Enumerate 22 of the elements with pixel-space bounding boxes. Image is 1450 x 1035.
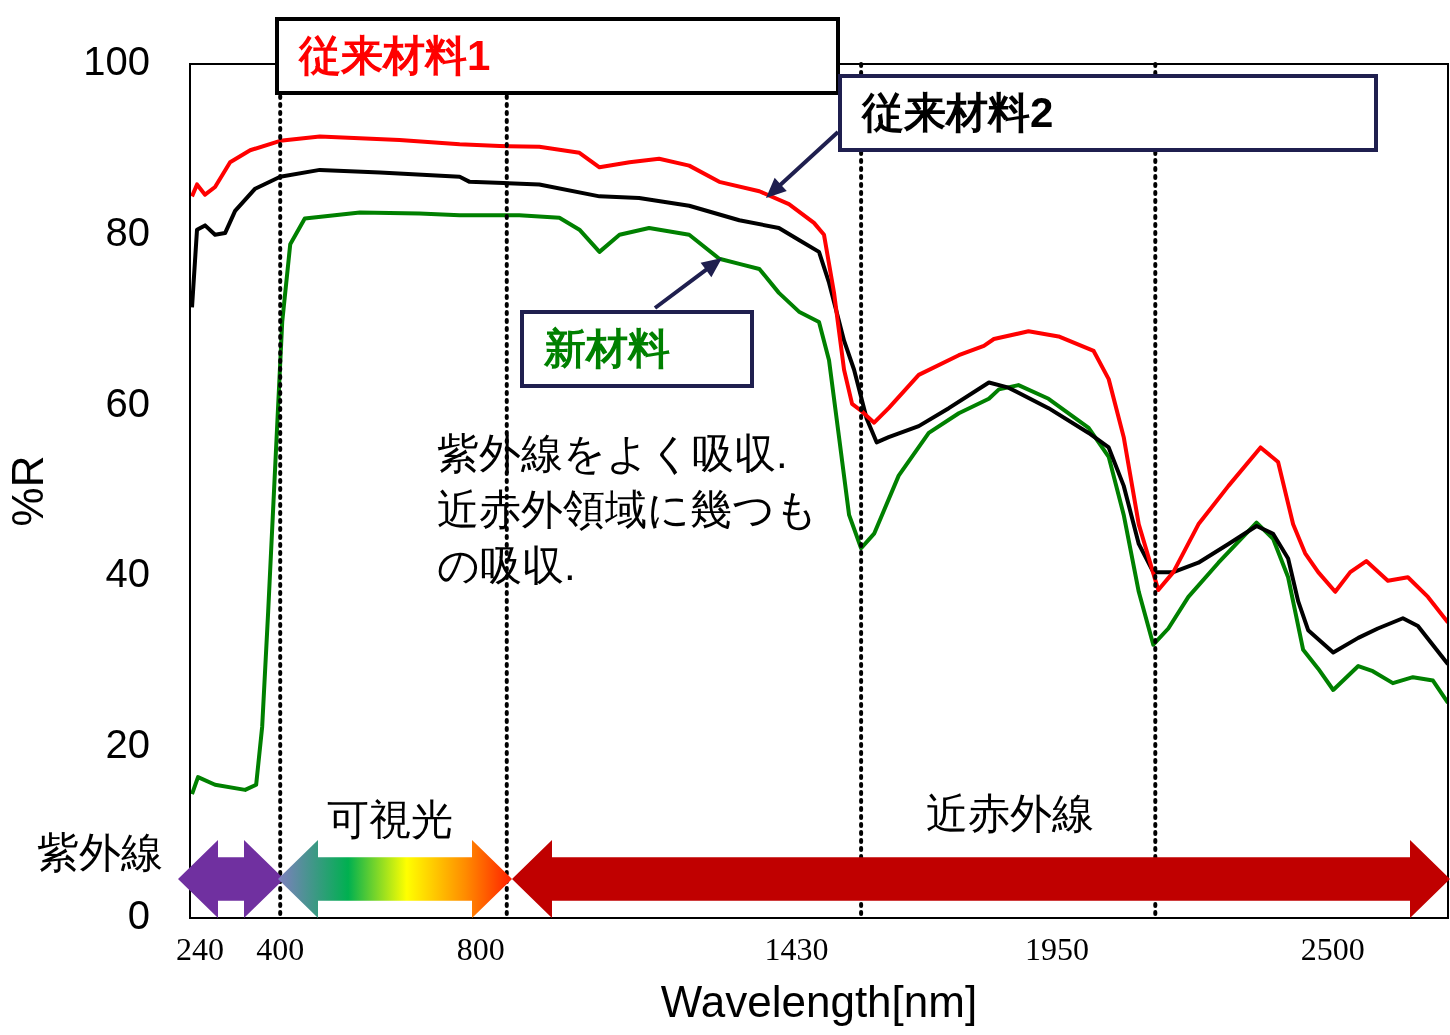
- y-tick-label: 40: [105, 551, 150, 596]
- text-box: 従来材料2: [838, 74, 1378, 152]
- text: 紫外線: [36, 828, 164, 878]
- x-tick-label: 1950: [1025, 930, 1090, 967]
- x-tick-label: 800: [456, 930, 505, 967]
- y-axis-title: %R: [2, 455, 52, 527]
- text-box: 新材料: [520, 310, 754, 388]
- y-tick-label: 20: [105, 722, 150, 767]
- text-box: 従来材料1: [275, 17, 840, 95]
- x-axis-title: Wavelength[nm]: [660, 976, 978, 1026]
- annotation: 近赤外線: [925, 789, 1095, 839]
- y-tick-label: 60: [105, 380, 150, 425]
- annotation: 可視光: [326, 795, 454, 845]
- series-label: 新材料: [544, 324, 670, 374]
- x-tick-label: 240: [176, 930, 225, 967]
- x-tick-label: 1430: [764, 930, 829, 967]
- y-tick-label: 80: [105, 209, 150, 254]
- y-tick-label: 0: [127, 893, 150, 938]
- x-tick-label: 400: [256, 930, 305, 967]
- y-tick-label: 100: [83, 39, 150, 84]
- series-label: 従来材料1: [299, 31, 491, 81]
- x-tick-label: 2500: [1300, 930, 1365, 967]
